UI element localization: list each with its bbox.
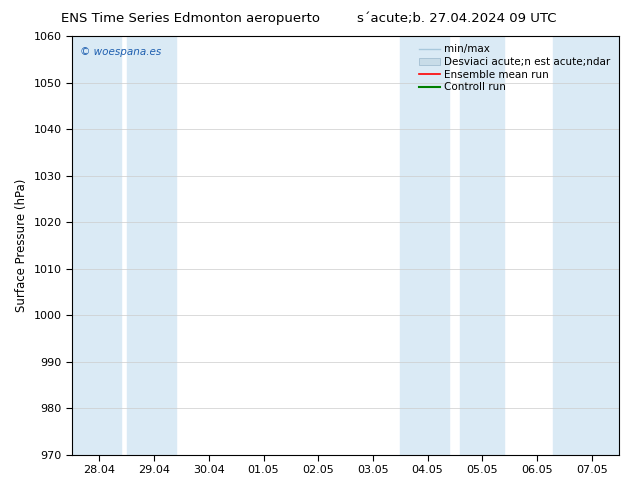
Bar: [460, 36, 504, 455]
Text: s´acute;b. 27.04.2024 09 UTC: s´acute;b. 27.04.2024 09 UTC: [357, 12, 556, 25]
Bar: [553, 36, 619, 455]
Legend: min/max, Desviaci acute;n est acute;ndar, Ensemble mean run, Controll run: min/max, Desviaci acute;n est acute;ndar…: [417, 41, 614, 96]
Y-axis label: Surface Pressure (hPa): Surface Pressure (hPa): [15, 179, 28, 312]
Bar: [127, 36, 176, 455]
Text: ENS Time Series Edmonton aeropuerto: ENS Time Series Edmonton aeropuerto: [61, 12, 320, 25]
Bar: [72, 36, 121, 455]
Bar: [400, 36, 450, 455]
Text: © woespana.es: © woespana.es: [81, 47, 162, 57]
